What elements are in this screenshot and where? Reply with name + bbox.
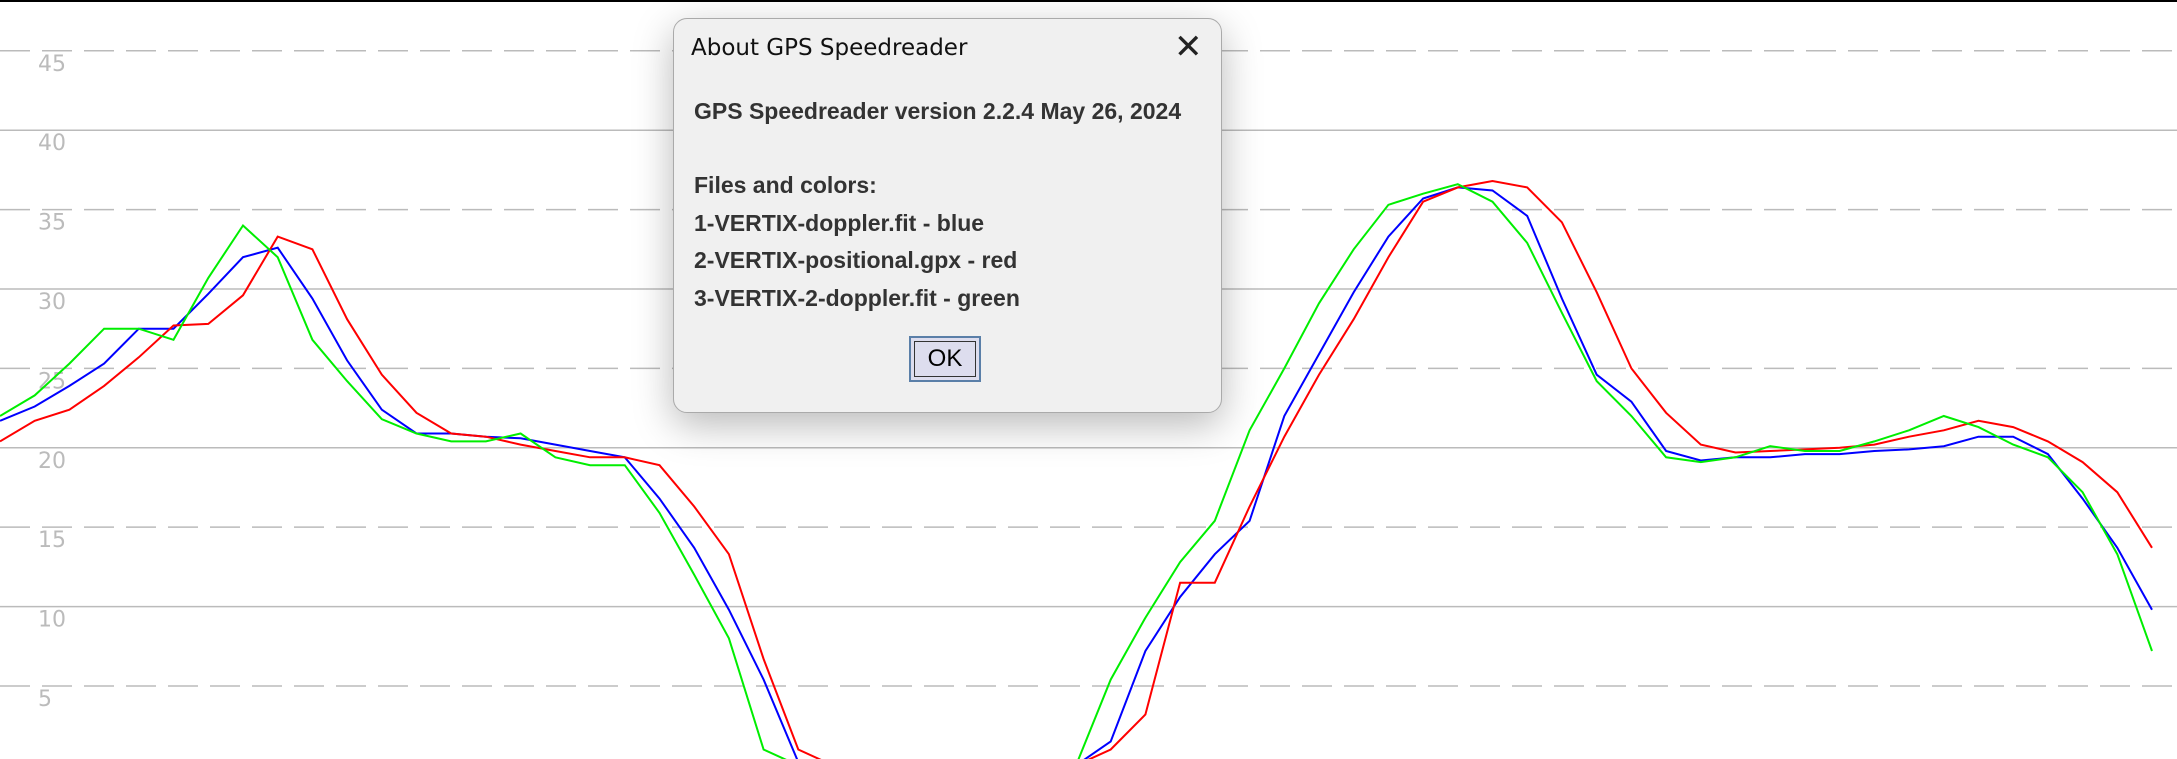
close-button[interactable]: ✕	[1174, 27, 1203, 67]
y-tick-label: 45	[38, 52, 66, 77]
file-entry: 2-VERTIX-positional.gpx - red	[694, 247, 1018, 273]
file-entry: 1-VERTIX-doppler.fit - blue	[694, 210, 985, 236]
y-tick-label: 20	[38, 449, 66, 474]
dialog-title: About GPS Speedreader	[691, 35, 968, 61]
y-tick-label: 30	[38, 290, 66, 315]
y-tick-label: 5	[38, 687, 52, 712]
series-line	[0, 186, 2153, 759]
series-line	[0, 183, 2153, 759]
about-dialog: About GPS Speedreader ✕ GPS Speedreader …	[673, 18, 1222, 413]
y-tick-label: 15	[38, 528, 66, 553]
file-entry: 3-VERTIX-2-doppler.fit - green	[694, 285, 1020, 311]
files-heading: Files and colors:	[694, 172, 877, 198]
version-text: GPS Speedreader version 2.2.4 May 26, 20…	[694, 98, 1182, 124]
y-tick-label: 40	[38, 131, 66, 156]
y-tick-label: 10	[38, 608, 66, 633]
ok-button[interactable]: OK	[909, 336, 981, 382]
y-tick-label: 35	[38, 211, 66, 236]
